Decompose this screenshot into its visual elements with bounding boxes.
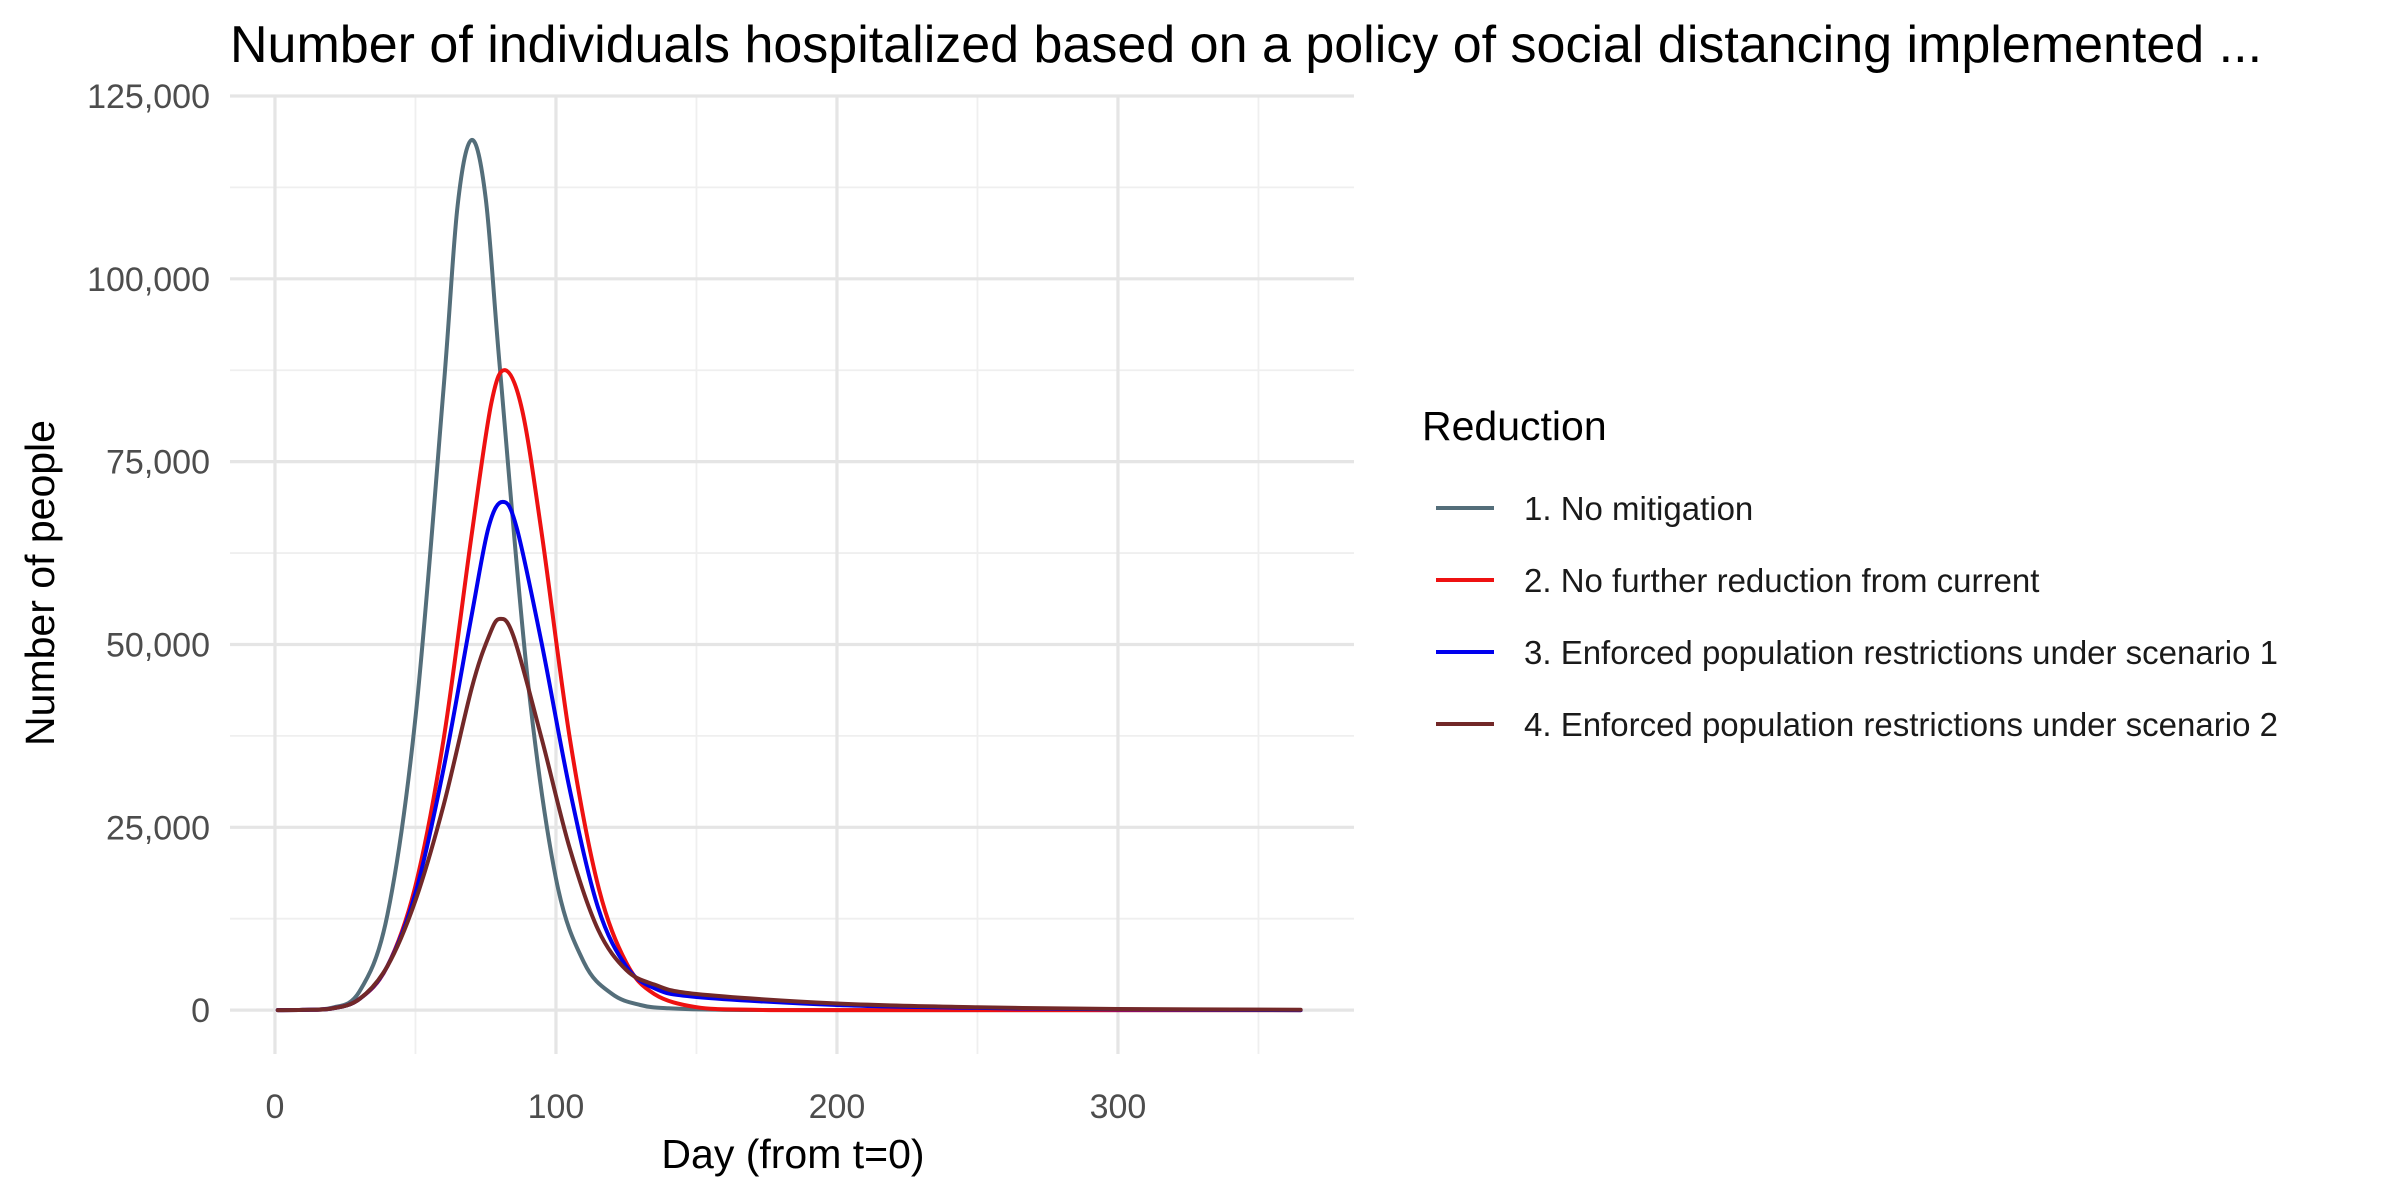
legend-label-1: 1. No mitigation xyxy=(1524,490,1753,527)
y-tick-label: 0 xyxy=(191,992,210,1030)
series-line-3 xyxy=(275,499,1303,1013)
x-tick-label: 100 xyxy=(528,1088,585,1126)
legend-label-2: 2. No further reduction from current xyxy=(1524,562,2039,599)
legend: Reduction 1. No mitigation 2. No further … xyxy=(1422,403,2278,743)
x-tick-label: 300 xyxy=(1090,1088,1147,1126)
legend-label-4: 4. Enforced population restrictions unde… xyxy=(1524,706,2278,743)
y-axis-ticks: 0 25,000 50,000 75,000 100,000 125,000 xyxy=(87,78,210,1030)
y-axis-title: Number of people xyxy=(17,420,63,746)
x-axis-title: Day (from t=0) xyxy=(661,1131,924,1177)
y-tick-label: 50,000 xyxy=(106,626,210,664)
series-line-2 xyxy=(275,368,1303,1013)
plot-area xyxy=(275,137,1303,1013)
series-line-4 xyxy=(275,616,1303,1013)
y-tick-label: 25,000 xyxy=(106,809,210,847)
x-tick-label: 200 xyxy=(809,1088,866,1126)
y-tick-label: 100,000 xyxy=(87,261,210,299)
legend-title: Reduction xyxy=(1422,403,1607,449)
y-tick-label: 125,000 xyxy=(87,78,210,116)
x-axis-ticks: 0 100 200 300 xyxy=(265,1088,1146,1126)
y-tick-label: 75,000 xyxy=(106,444,210,482)
grid xyxy=(230,94,1354,1054)
chart-title: Number of individuals hospitalized based… xyxy=(230,16,2262,74)
legend-label-3: 3. Enforced population restrictions unde… xyxy=(1524,634,2278,671)
series-line-1 xyxy=(275,137,1303,1013)
x-tick-label: 0 xyxy=(265,1088,284,1126)
